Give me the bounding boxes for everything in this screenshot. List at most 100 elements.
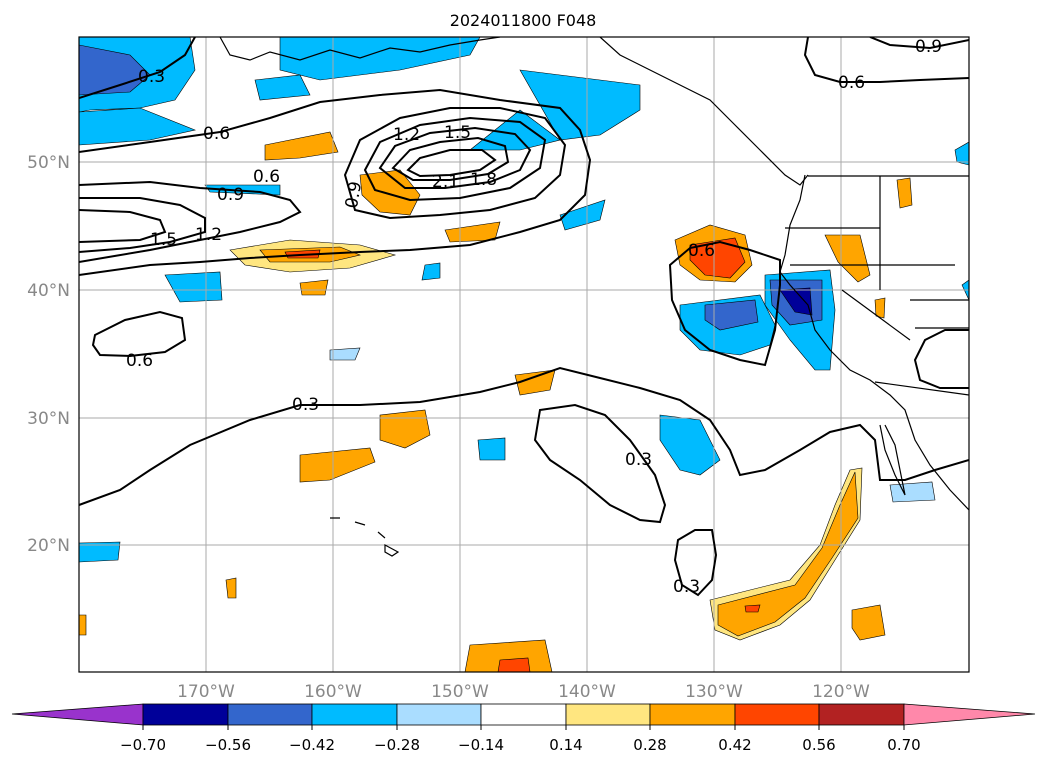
baja <box>879 424 906 496</box>
contour-1.2-left <box>79 197 206 253</box>
clabel-0.6-d: 0.6 <box>688 241 715 261</box>
contour-1.2 <box>363 116 547 202</box>
pos-region-south <box>464 639 553 672</box>
colorbar-cell-4 <box>396 703 482 726</box>
clabel-1.2-b: 1.2 <box>393 125 420 145</box>
coastlines <box>219 37 969 557</box>
neg-region-small4 <box>421 262 441 281</box>
clabel-1.5-b: 1.5 <box>444 123 471 143</box>
neg-region-small3 <box>559 199 606 231</box>
contour-0.6 <box>79 88 592 276</box>
colorbar-cell-1 <box>142 703 229 726</box>
colorbar-cell-5 <box>480 703 567 726</box>
colorbar-cell-3 <box>311 703 398 726</box>
pos-region-tiny1 <box>225 577 237 599</box>
west-coast <box>779 271 969 511</box>
pos-region-sw <box>851 604 886 641</box>
neg-region-east <box>954 141 969 166</box>
clabel-0.6-e: 0.6 <box>838 73 865 93</box>
pos-region-small <box>299 279 329 296</box>
clabel-0.6-a: 0.6 <box>203 124 230 144</box>
colorbar-cell-8 <box>734 703 820 726</box>
cbar-label-4: −0.14 <box>458 736 504 754</box>
clabel-1.8: 1.8 <box>470 170 497 190</box>
neg-region-30n <box>659 414 721 476</box>
contour-2.1 <box>406 149 497 178</box>
lon-label-140w: 140°W <box>558 682 616 702</box>
pos-region-nevada <box>874 297 886 319</box>
cbar-label-9: 0.70 <box>887 736 920 754</box>
neg-region-gulf <box>469 69 641 151</box>
map-title: 2024011800 F048 <box>450 11 597 30</box>
lat-label-40n: 40°N <box>27 281 70 301</box>
clabel-0.9-a: 0.9 <box>217 185 244 205</box>
contour-0.9-ne <box>869 37 969 50</box>
clabel-0.3-c: 0.3 <box>673 577 700 597</box>
bc-coast <box>779 174 806 273</box>
neg-region-calif-core <box>704 299 759 331</box>
pos-region-145w <box>444 221 501 243</box>
colorbar-cell-9 <box>818 703 905 726</box>
state-border-4 <box>841 289 911 341</box>
clabel-0.3-nw: 0.3 <box>138 67 165 87</box>
lon-label-130w: 130°W <box>685 682 743 702</box>
contour-0.3 <box>79 366 969 506</box>
contour-0.3-low <box>533 403 667 524</box>
map-frame <box>78 36 970 673</box>
contour-labels: 0.3 0.6 0.6 0.9 1.2 1.5 0.9 1.2 1.5 2.1 … <box>126 37 942 597</box>
pos-region-30n-b <box>299 447 376 483</box>
pos-region-baja-dot <box>744 604 761 613</box>
contour-1.8 <box>391 136 510 181</box>
colorbar-cell-7 <box>649 703 736 726</box>
clabel-0.3-a: 0.3 <box>292 395 319 415</box>
clabel-1.2-a: 1.2 <box>195 225 222 245</box>
colorbar <box>11 703 1036 726</box>
contour-0.6-ne <box>803 37 969 83</box>
cbar-label-5: 0.14 <box>549 736 582 754</box>
hawaii <box>330 517 400 557</box>
lat-label-30n: 30°N <box>27 409 70 429</box>
neg-region-20n <box>79 541 121 563</box>
lat-labels: 50°N 40°N 30°N 20°N <box>27 153 70 556</box>
contour-east-loop <box>913 329 969 389</box>
cbar-label-1: −0.56 <box>205 736 251 754</box>
neg-region-nw2 <box>79 107 197 146</box>
colorbar-tick-labels: −0.70 −0.56 −0.42 −0.28 −0.14 0.14 0.28 … <box>120 736 921 754</box>
clabel-0.3-b: 0.3 <box>625 450 652 470</box>
clabel-0.9-b: 0.9 <box>342 180 366 210</box>
neg-region-baja <box>889 481 936 503</box>
alaska-panhandle <box>599 37 809 186</box>
colorbar-cell-0 <box>11 703 144 726</box>
alaska-coast <box>219 37 501 61</box>
clabel-0.9-c: 0.9 <box>915 37 942 57</box>
lon-label-170w: 170°W <box>177 682 235 702</box>
pos-region-130w-hot <box>689 237 746 279</box>
cbar-label-0: −0.70 <box>120 736 166 754</box>
pos-region-35n <box>514 369 556 396</box>
pos-region-baja-core <box>717 471 859 637</box>
lat-label-20n: 20°N <box>27 536 70 556</box>
neg-region-alaska <box>279 37 481 81</box>
colorbar-cell-2 <box>227 703 313 726</box>
neg-region-small1 <box>254 74 311 101</box>
lon-label-160w: 160°W <box>304 682 362 702</box>
clabel-2.1: 2.1 <box>432 172 459 192</box>
clabel-0.6-c: 0.6 <box>126 351 153 371</box>
cbar-label-2: −0.42 <box>289 736 335 754</box>
clabel-0.6-b: 0.6 <box>253 167 280 187</box>
pos-region-south-hot <box>497 657 531 672</box>
mexico-border <box>874 381 969 396</box>
contour-0.6-east <box>668 240 781 367</box>
cbar-label-6: 0.28 <box>633 736 666 754</box>
contours <box>79 37 969 597</box>
neg-region-small5 <box>329 347 361 361</box>
cbar-label-3: −0.28 <box>374 736 420 754</box>
pos-region-50n <box>264 131 339 161</box>
colorbar-cell-6 <box>565 703 651 726</box>
contour-0.9 <box>343 107 567 220</box>
contour-0.3-sw <box>673 529 718 597</box>
contour-1.5 <box>378 126 532 189</box>
clabel-1.5-a: 1.5 <box>150 230 177 250</box>
pos-region-oregon <box>824 234 871 283</box>
